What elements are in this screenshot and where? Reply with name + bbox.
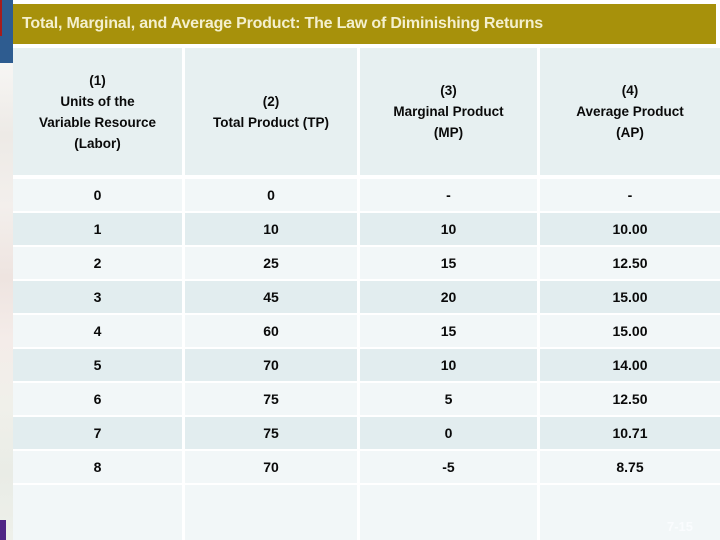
table-cell: 70 <box>185 349 360 381</box>
page-number: 7-15 <box>666 519 693 534</box>
column-header-average-product: (4) Average Product (AP) <box>576 83 684 140</box>
table-cell: 5 <box>13 349 185 381</box>
table-row-0: 0 0 - - <box>13 179 720 213</box>
table-cell: 6 <box>13 383 185 415</box>
table-cell: -5 <box>360 451 540 483</box>
table-row-1: 1 10 10 10.00 <box>13 213 720 247</box>
left-red-accent-line <box>0 0 2 36</box>
table-empty-cell <box>360 485 540 540</box>
table-cell: 0 <box>13 179 185 211</box>
table-empty-area <box>13 485 720 540</box>
slide-title: Total, Marginal, and Average Product: Th… <box>22 15 543 32</box>
table-cell: 15.00 <box>540 281 720 313</box>
table-empty-cell <box>185 485 360 540</box>
table-cell: 20 <box>360 281 540 313</box>
column-header-marginal-product: (3) Marginal Product (MP) <box>360 48 540 175</box>
table-row-7: 7 75 0 10.71 <box>13 417 720 451</box>
table-cell: 14.00 <box>540 349 720 381</box>
table-cell: 12.50 <box>540 247 720 279</box>
table-cell: - <box>540 179 720 211</box>
column-header-units-of-labor: (1) Units of the Variable Resource (Labo… <box>13 48 185 175</box>
table-cell: 2 <box>13 247 185 279</box>
table-cell: 70 <box>185 451 360 483</box>
table-cell: 5 <box>360 383 540 415</box>
table-empty-cell <box>13 485 185 540</box>
product-table: (1) Units of the Variable Resource (Labo… <box>13 48 720 540</box>
table-cell: 15 <box>360 247 540 279</box>
table-cell: 8 <box>13 451 185 483</box>
table-cell: 10.00 <box>540 213 720 245</box>
table-cell: 3 <box>13 281 185 313</box>
table-cell: - <box>360 179 540 211</box>
table-cell: 10 <box>360 349 540 381</box>
table-cell: 0 <box>185 179 360 211</box>
table-cell: 7 <box>13 417 185 449</box>
slide-title-bar: Total, Marginal, and Average Product: Th… <box>13 4 716 44</box>
table-cell: 25 <box>185 247 360 279</box>
left-margin-texture <box>0 63 13 540</box>
table-cell: 1 <box>13 213 185 245</box>
table-row-3: 3 45 20 15.00 <box>13 281 720 315</box>
table-cell: 10 <box>360 213 540 245</box>
table-row-8: 8 70 -5 8.75 <box>13 451 720 485</box>
table-cell: 8.75 <box>540 451 720 483</box>
left-blue-accent-bar <box>0 0 13 63</box>
table-cell: 10 <box>185 213 360 245</box>
table-cell: 75 <box>185 383 360 415</box>
table-header-row: (1) Units of the Variable Resource (Labo… <box>13 48 720 179</box>
table-row-5: 5 70 10 14.00 <box>13 349 720 383</box>
table-cell: 4 <box>13 315 185 347</box>
bottom-purple-accent-bar <box>0 520 6 540</box>
table-cell: 10.71 <box>540 417 720 449</box>
table-cell: 0 <box>360 417 540 449</box>
table-row-6: 6 75 5 12.50 <box>13 383 720 417</box>
table-empty-cell <box>540 485 720 540</box>
table-cell: 45 <box>185 281 360 313</box>
table-cell: 12.50 <box>540 383 720 415</box>
table-cell: 15 <box>360 315 540 347</box>
table-cell: 15.00 <box>540 315 720 347</box>
table-cell: 60 <box>185 315 360 347</box>
table-cell: 75 <box>185 417 360 449</box>
table-row-4: 4 60 15 15.00 <box>13 315 720 349</box>
column-header-total-product: (2) Total Product (TP) <box>185 48 360 175</box>
table-row-2: 2 25 15 12.50 <box>13 247 720 281</box>
